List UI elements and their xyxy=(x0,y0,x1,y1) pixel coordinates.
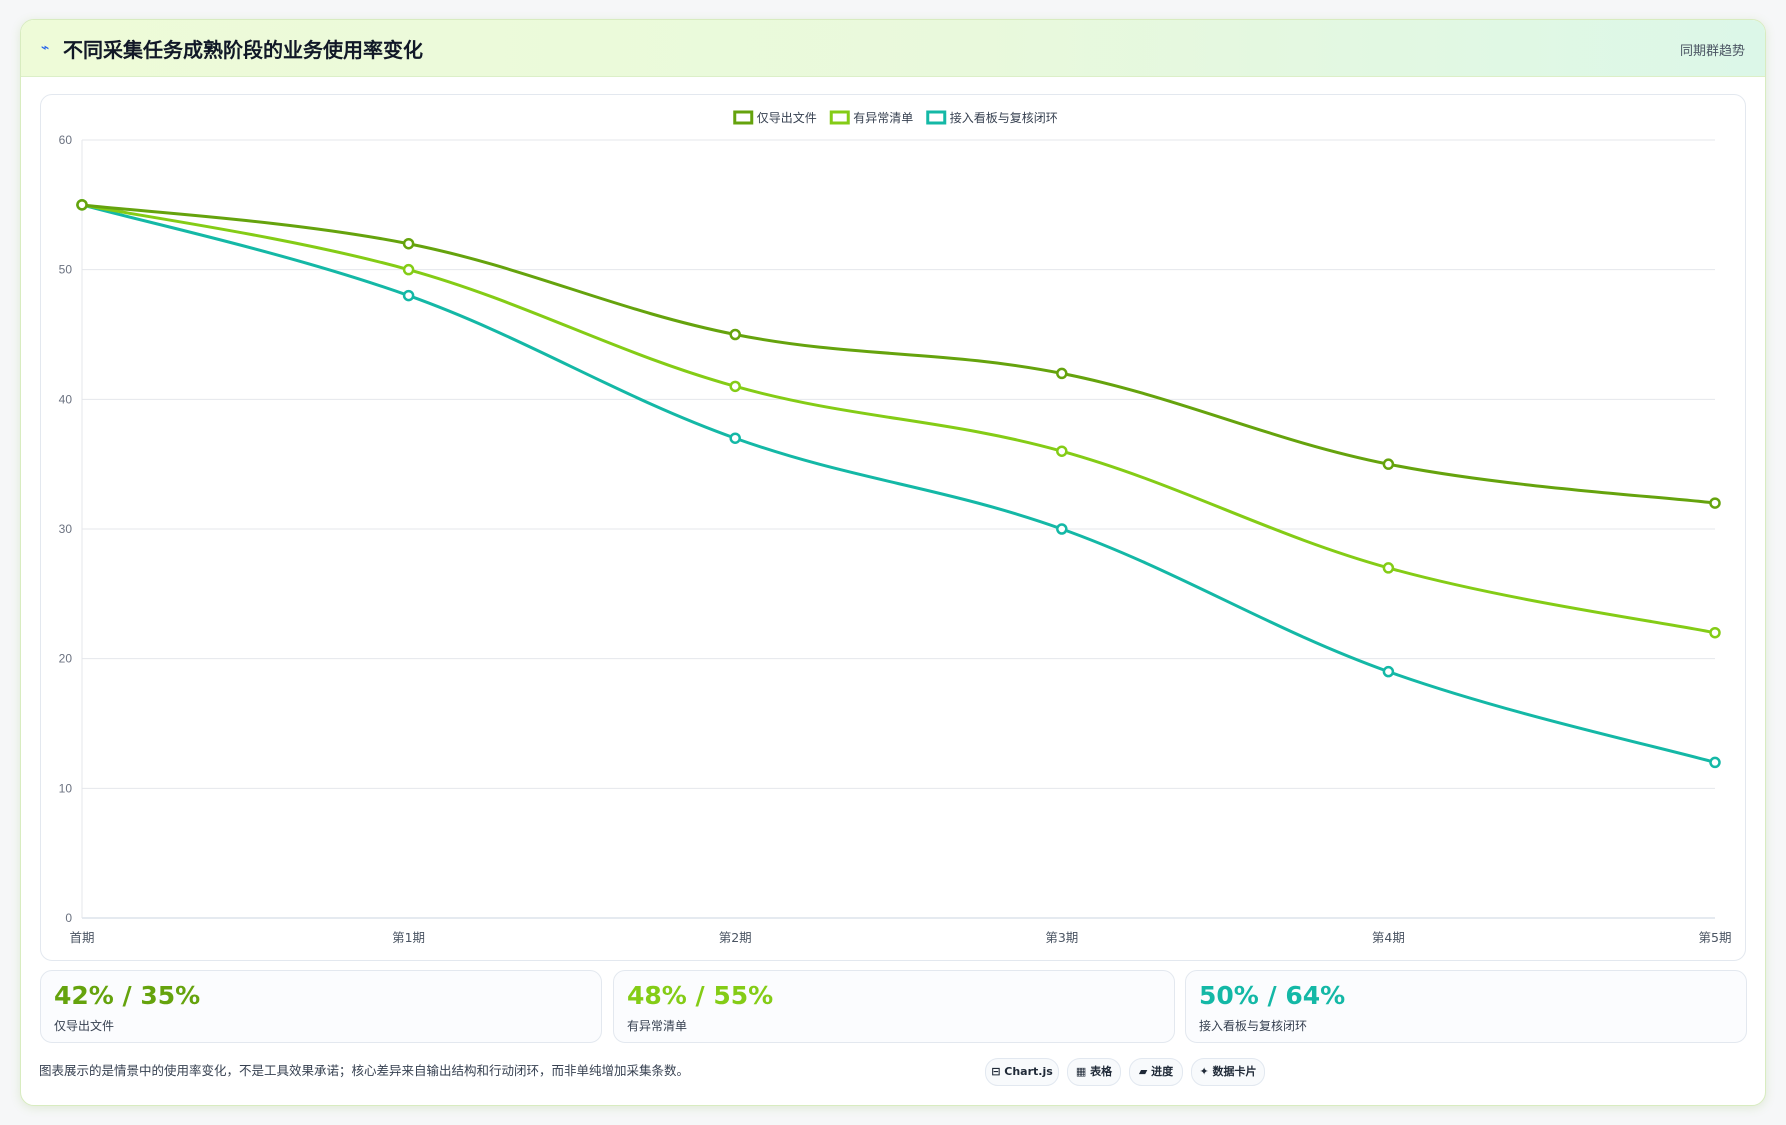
legend-label: 仅导出文件 xyxy=(757,110,817,125)
chip-label: 数据卡片 xyxy=(1212,1065,1257,1078)
x-tick-label: 首期 xyxy=(69,930,94,945)
x-tick-label: 第5期 xyxy=(1699,930,1732,945)
progress-icon: ▰ xyxy=(1138,1065,1148,1078)
data-point xyxy=(1709,626,1721,639)
chip-label: 进度 xyxy=(1151,1065,1174,1078)
y-tick-label: 10 xyxy=(59,781,73,795)
legend-label: 接入看板与复核闭环 xyxy=(950,110,1058,125)
data-point xyxy=(1382,562,1395,574)
legend-swatch xyxy=(829,110,850,125)
y-tick-label: 30 xyxy=(59,522,73,536)
y-tick-label: 0 xyxy=(65,911,72,925)
card-icon: ✦ xyxy=(1199,1065,1209,1078)
data-point xyxy=(1056,367,1068,380)
chip-label: Chart.js xyxy=(1004,1065,1053,1078)
series-line xyxy=(81,203,1716,635)
data-point xyxy=(729,328,741,341)
legend-label: 有异常清单 xyxy=(853,111,913,125)
data-point xyxy=(1056,523,1068,535)
chip-table[interactable]: ▦ 表格 xyxy=(1067,1058,1121,1086)
y-tick-label: 40 xyxy=(59,392,73,406)
line-chart: 0 10 20 30 40 50 60 首期 第1期 第2期 第3期 第4期 第5期 仅导出文件 有异常清单… xyxy=(59,110,1732,945)
stat-value: 50% / 64% xyxy=(1199,981,1346,1010)
legend-swatch xyxy=(926,110,947,125)
chip-data-card[interactable]: ✦ 数据卡片 xyxy=(1191,1058,1265,1086)
data-point xyxy=(729,432,741,444)
stat-value: 42% / 35% xyxy=(54,981,201,1010)
x-tick-label: 第2期 xyxy=(719,930,752,945)
header-tag: 同期群趋势 xyxy=(1679,44,1745,59)
wave-icon: ⌁ xyxy=(41,40,50,56)
chart-title: 不同采集任务成熟阶段的业务使用率变化 xyxy=(63,38,423,62)
chip-chartjs[interactable]: ⊟ Chart.js xyxy=(985,1058,1059,1086)
stat-label: 有异常清单 xyxy=(627,1019,688,1033)
stat-card-anomaly: 48% / 55% 有异常清单 xyxy=(613,970,1175,1043)
series-line xyxy=(81,203,1716,505)
data-point xyxy=(1709,756,1721,769)
y-tick-label: 50 xyxy=(59,263,73,277)
y-tick-label: 20 xyxy=(59,652,73,666)
data-point xyxy=(1382,458,1395,470)
data-point xyxy=(1382,665,1395,678)
y-tick-label: 60 xyxy=(59,133,73,147)
chart-icon: ⊟ xyxy=(991,1065,1001,1078)
table-icon: ▦ xyxy=(1075,1065,1087,1078)
stat-card-dashboard: 50% / 64% 接入看板与复核闭环 xyxy=(1185,970,1747,1043)
data-point xyxy=(1709,497,1721,509)
chart-card: ⌁ 不同采集任务成熟阶段的业务使用率变化 同期群趋势 0 10 20 30 40 50 60… xyxy=(20,19,1766,1106)
footnote: 图表展示的是情景中的使用率变化，不是工具效果承诺；核心差异来自输出结构和行动闭环… xyxy=(39,1063,690,1078)
card-header: ⌁ 不同采集任务成熟阶段的业务使用率变化 同期群趋势 xyxy=(21,20,1765,77)
legend-swatch xyxy=(733,110,754,125)
x-tick-label: 第3期 xyxy=(1045,930,1078,945)
series-line xyxy=(81,203,1716,764)
data-point xyxy=(402,237,415,250)
chip-progress[interactable]: ▰ 进度 xyxy=(1129,1058,1183,1086)
stat-label: 仅导出文件 xyxy=(54,1019,115,1033)
data-point xyxy=(76,199,88,211)
x-tick-label: 第1期 xyxy=(392,930,425,945)
stat-card-export: 42% / 35% 仅导出文件 xyxy=(40,970,602,1043)
data-point xyxy=(729,380,741,393)
x-tick-label: 第4期 xyxy=(1372,930,1405,945)
data-point xyxy=(1056,445,1068,457)
chip-label: 表格 xyxy=(1090,1065,1113,1078)
stat-label: 接入看板与复核闭环 xyxy=(1199,1019,1308,1033)
data-point xyxy=(402,263,415,276)
stat-value: 48% / 55% xyxy=(627,981,774,1010)
chart-panel: 0 10 20 30 40 50 60 首期 第1期 第2期 第3期 第4期 第5期 仅导出文件 有异常清单… xyxy=(40,94,1746,961)
data-point xyxy=(402,289,415,302)
